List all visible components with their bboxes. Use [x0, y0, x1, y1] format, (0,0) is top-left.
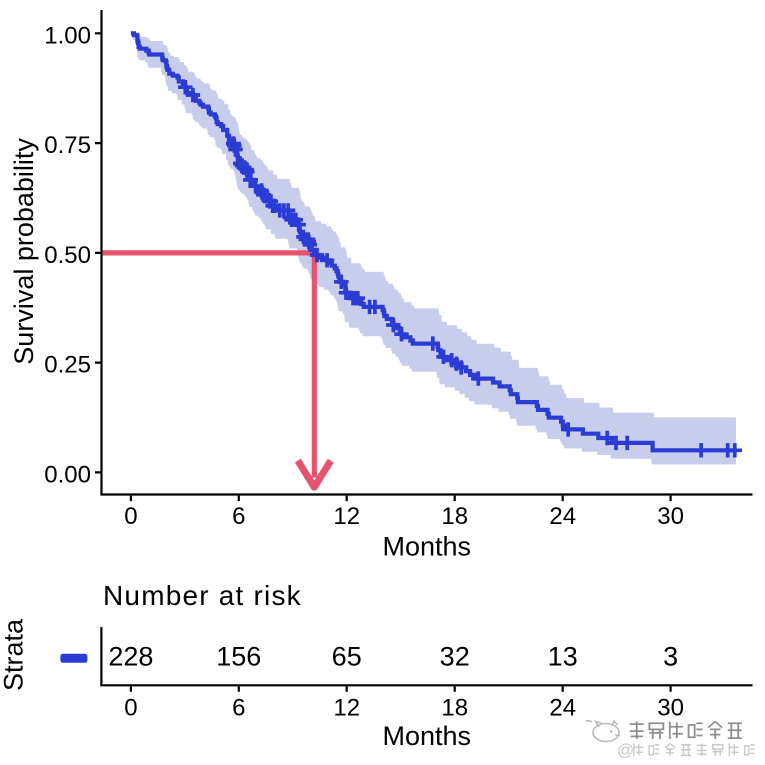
svg-text:30: 30 [657, 695, 684, 722]
svg-text:65: 65 [332, 642, 362, 672]
svg-text:12: 12 [333, 503, 360, 530]
svg-text:24: 24 [549, 695, 576, 722]
svg-text:0.75: 0.75 [44, 132, 91, 159]
svg-text:@: @ [617, 741, 634, 760]
svg-text:Survival probability: Survival probability [9, 138, 39, 365]
svg-text:6: 6 [232, 695, 245, 722]
svg-text:156: 156 [216, 642, 261, 672]
svg-text:30: 30 [657, 503, 684, 530]
svg-text:13: 13 [548, 642, 578, 672]
svg-text:6: 6 [232, 503, 245, 530]
svg-text:228: 228 [108, 642, 153, 672]
svg-text:18: 18 [441, 503, 468, 530]
svg-text:0.00: 0.00 [44, 461, 91, 488]
svg-text:1.00: 1.00 [44, 22, 91, 49]
svg-text:12: 12 [333, 695, 360, 722]
svg-text:0: 0 [124, 503, 137, 530]
svg-text:Months: Months [383, 532, 472, 562]
svg-text:0.25: 0.25 [44, 352, 91, 379]
svg-text:0.50: 0.50 [44, 242, 91, 269]
svg-text:18: 18 [441, 695, 468, 722]
svg-text:32: 32 [440, 642, 470, 672]
svg-text:Strata: Strata [0, 618, 29, 691]
svg-text:24: 24 [549, 503, 576, 530]
svg-text:0: 0 [124, 695, 137, 722]
svg-text:Months: Months [383, 721, 472, 751]
svg-text:Number at risk: Number at risk [103, 580, 302, 611]
svg-text:3: 3 [663, 642, 678, 672]
